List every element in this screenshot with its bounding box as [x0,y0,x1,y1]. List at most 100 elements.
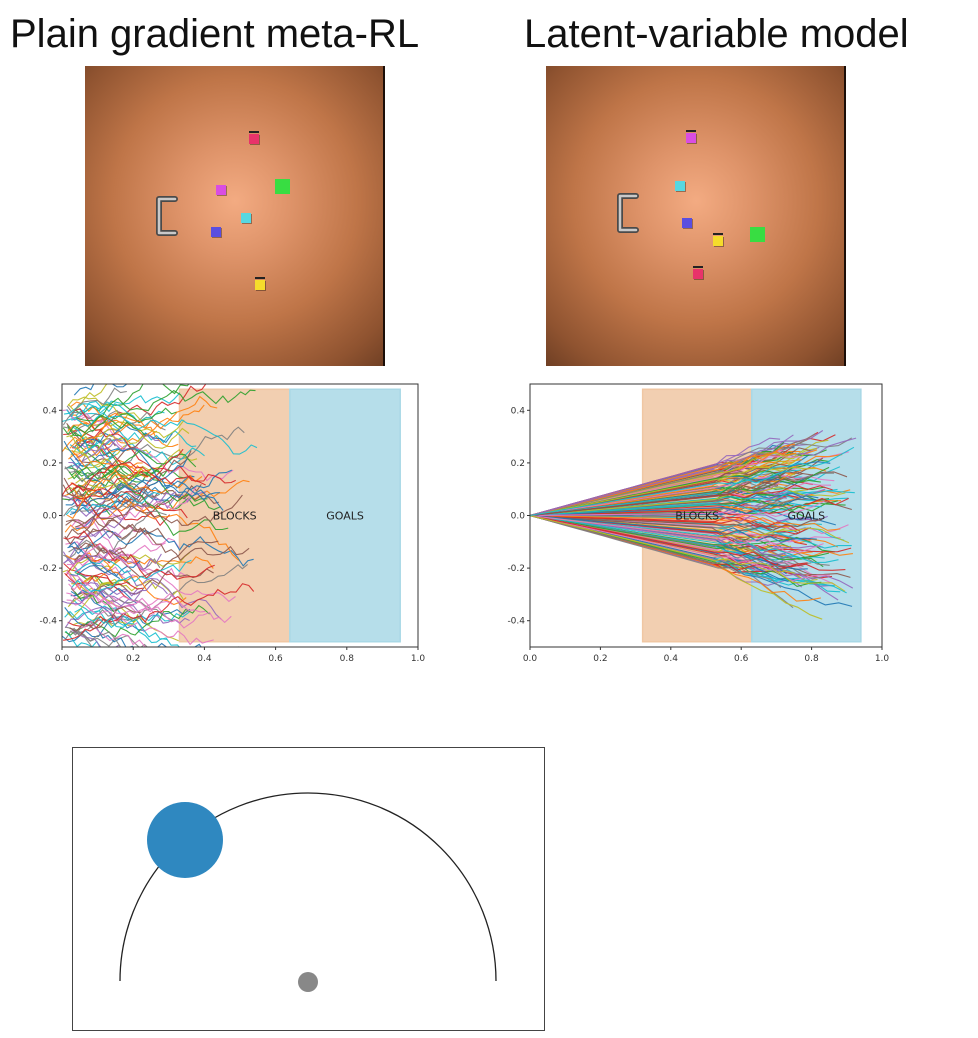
block-blue [682,218,692,228]
trajectory-line [530,434,794,517]
trajectory-line [71,449,168,494]
x-tick-label: 0.4 [664,654,679,664]
trajectory-line [62,484,166,539]
trajectory-line [66,569,206,613]
trajectory-line [66,465,151,520]
x-tick-label: 0.6 [734,654,749,664]
trajectory-line [530,514,846,571]
trajectory-line [76,414,146,437]
trajectory-line [530,495,819,517]
trajectory-line [74,620,147,647]
goal-marker [275,179,290,194]
plot-area [530,388,862,643]
trajectory-line [65,450,192,540]
trajectory-line [530,514,822,536]
trajectory-line [62,608,191,643]
trajectory-line [72,542,130,560]
y-tick-label: 0.2 [511,459,525,469]
block-cyan [675,181,685,191]
x-tick-label: 0.0 [523,654,538,664]
y-tick-label: 0.2 [43,459,57,469]
trajectory-line [69,457,188,516]
trajectory-line [530,446,855,517]
trajectory-line [64,428,122,473]
scene-frame-edge [383,66,385,366]
trajectory-line [530,514,830,561]
x-tick-label: 0.2 [126,654,140,664]
trajectories [62,384,258,647]
trajectory-line [65,630,101,647]
trajectory-line [67,384,131,412]
region-label-blocks: BLOCKS [675,510,719,523]
block-red [693,266,703,279]
trajectory-line [74,556,214,591]
trajectory-line [62,510,167,559]
trajectory-line [66,422,116,447]
trajectory-line [530,514,817,543]
trajectory-line [66,571,155,615]
plot-area [62,384,401,647]
trajectory-line [62,494,122,521]
trajectory-line [530,514,801,532]
x-tick-label: 0.2 [593,654,607,664]
trajectory-line [71,411,258,455]
trajectory-line [75,441,114,466]
trajectory-line [69,606,141,633]
goal-marker [750,227,765,242]
trajectory-line [530,500,825,517]
region-label-blocks: BLOCKS [213,510,257,523]
trajectory-line [65,494,243,534]
trajectory-line [64,592,141,629]
y-tick-label: -0.2 [39,564,57,574]
right-trajectory-plot: BLOCKS GOALS 0.0 0.2 0.4 0.6 0.8 1.0 -0.4 -0.2 0.0… [494,370,906,680]
x-tick-label: 1.0 [411,654,426,664]
trajectory-line [62,387,127,426]
trajectory-line [70,461,206,493]
trajectory-line [75,410,197,448]
y-tick-label: 0.0 [511,512,526,522]
gripper-icon [156,196,178,236]
x-tick-label: 0.8 [804,654,819,664]
arc-throw-panel [72,747,545,1031]
y-tick-label: -0.2 [507,564,525,574]
trajectory-line [530,475,835,517]
trajectory-line [73,540,219,578]
block-yellow [713,233,723,246]
trajectory-line [530,514,789,567]
trajectory-line [75,572,131,587]
trajectory-line [67,396,148,422]
trajectory-line [75,467,143,489]
trajectory-line [530,497,849,517]
trajectory-line [70,407,177,438]
trajectory-line [74,558,132,574]
trajectory-line [530,514,839,564]
trajectory-line [66,392,181,418]
trajectory-line [73,627,171,647]
x-tick-label: 0.6 [268,654,283,664]
trajectory-line [530,466,817,517]
trajectory-line [69,560,141,577]
trajectory-line [530,472,804,517]
trajectory-line [74,607,181,647]
x-tick-label: 1.0 [875,654,890,664]
arc-path [119,792,497,982]
trajectory-line [70,568,214,597]
trajectory-line [72,471,149,500]
trajectory-line [65,541,138,581]
left-manipulation-scene [85,66,385,366]
trajectory-line [530,514,824,554]
y-tick-label: -0.4 [507,617,525,627]
trajectory-line [74,515,138,531]
trajectory-line [68,583,173,615]
trajectory-line [66,425,208,502]
trajectory-line [70,543,130,569]
region-label-goals: GOALS [326,510,364,523]
trajectory-line [68,450,164,480]
block-blue [211,227,221,237]
x-tick-label: 0.4 [197,654,212,664]
left-column-title: Plain gradient meta-RL [10,12,420,56]
trajectory-line [64,572,143,590]
block-magenta [686,130,696,143]
y-tick-label: 0.4 [43,406,58,416]
trajectory-line [66,582,115,619]
